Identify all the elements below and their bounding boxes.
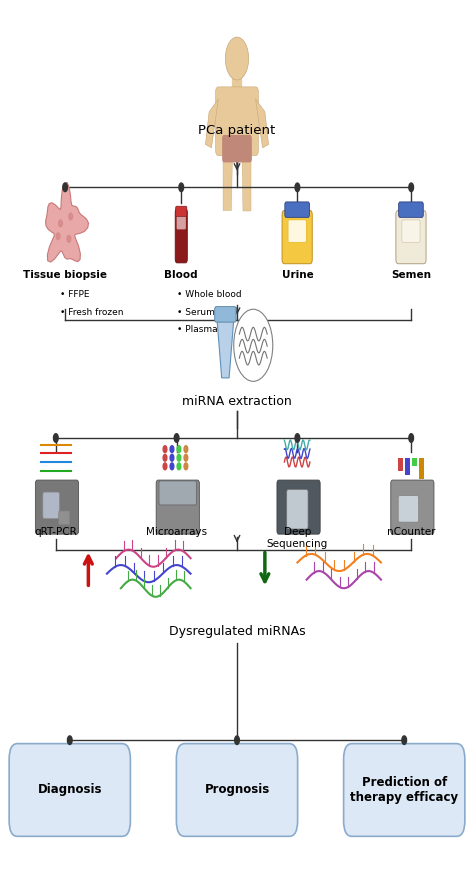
- Text: Prediction of
therapy efficacy: Prediction of therapy efficacy: [350, 776, 458, 804]
- Circle shape: [56, 233, 60, 240]
- Circle shape: [295, 434, 300, 442]
- Circle shape: [170, 455, 174, 461]
- Circle shape: [225, 37, 248, 80]
- FancyBboxPatch shape: [176, 744, 298, 837]
- Circle shape: [170, 446, 174, 453]
- Circle shape: [54, 434, 58, 442]
- FancyBboxPatch shape: [59, 511, 70, 525]
- Circle shape: [235, 736, 239, 745]
- FancyBboxPatch shape: [156, 480, 200, 534]
- FancyBboxPatch shape: [344, 744, 465, 837]
- FancyBboxPatch shape: [215, 307, 236, 322]
- FancyBboxPatch shape: [9, 744, 130, 837]
- FancyBboxPatch shape: [396, 210, 426, 264]
- Circle shape: [63, 183, 67, 192]
- FancyBboxPatch shape: [43, 492, 60, 519]
- FancyBboxPatch shape: [175, 208, 187, 263]
- Polygon shape: [46, 182, 89, 262]
- Circle shape: [163, 455, 167, 461]
- FancyBboxPatch shape: [287, 490, 308, 529]
- Circle shape: [177, 455, 181, 461]
- Text: Prognosis: Prognosis: [204, 783, 270, 796]
- Text: • Serum: • Serum: [177, 307, 215, 316]
- Polygon shape: [242, 159, 251, 210]
- Text: • FFPE: • FFPE: [61, 290, 90, 300]
- Text: PCa patient: PCa patient: [199, 124, 275, 138]
- FancyBboxPatch shape: [402, 220, 420, 243]
- Polygon shape: [217, 320, 234, 378]
- Text: Blood: Blood: [164, 270, 198, 279]
- FancyBboxPatch shape: [177, 213, 186, 230]
- Text: Deep
Sequencing: Deep Sequencing: [267, 527, 328, 549]
- FancyBboxPatch shape: [159, 481, 197, 505]
- Circle shape: [184, 463, 188, 470]
- Circle shape: [163, 463, 167, 470]
- Polygon shape: [255, 99, 269, 148]
- Circle shape: [177, 446, 181, 453]
- Text: • Fresh frozen: • Fresh frozen: [61, 307, 124, 316]
- FancyBboxPatch shape: [399, 202, 423, 217]
- Circle shape: [295, 183, 300, 192]
- FancyBboxPatch shape: [391, 480, 434, 534]
- Polygon shape: [223, 159, 232, 210]
- Circle shape: [170, 463, 174, 470]
- FancyBboxPatch shape: [36, 480, 79, 534]
- Circle shape: [409, 183, 413, 192]
- Circle shape: [67, 736, 72, 745]
- FancyBboxPatch shape: [222, 135, 252, 162]
- Circle shape: [69, 213, 73, 220]
- Text: nCounter: nCounter: [387, 527, 436, 537]
- Text: Diagnosis: Diagnosis: [37, 783, 102, 796]
- FancyBboxPatch shape: [398, 496, 419, 522]
- Text: Tissue biopsie: Tissue biopsie: [23, 270, 107, 279]
- Text: • Plasma: • Plasma: [177, 325, 217, 334]
- Text: Urine: Urine: [282, 270, 313, 279]
- FancyBboxPatch shape: [405, 458, 410, 475]
- Circle shape: [179, 183, 183, 192]
- Text: Dysregulated miRNAs: Dysregulated miRNAs: [169, 625, 305, 638]
- Circle shape: [177, 463, 181, 470]
- Circle shape: [184, 446, 188, 453]
- FancyBboxPatch shape: [176, 206, 187, 216]
- Text: qRT-PCR: qRT-PCR: [35, 527, 77, 537]
- FancyBboxPatch shape: [419, 458, 424, 479]
- Circle shape: [67, 236, 71, 243]
- FancyBboxPatch shape: [398, 458, 403, 470]
- Circle shape: [59, 220, 63, 227]
- Text: miRNA extraction: miRNA extraction: [182, 394, 292, 407]
- FancyBboxPatch shape: [232, 76, 242, 99]
- Circle shape: [163, 446, 167, 453]
- Circle shape: [184, 455, 188, 461]
- Circle shape: [409, 434, 413, 442]
- FancyBboxPatch shape: [412, 458, 417, 466]
- FancyBboxPatch shape: [288, 220, 306, 243]
- Text: Microarrays: Microarrays: [146, 527, 207, 537]
- Text: • Whole blood: • Whole blood: [177, 290, 241, 300]
- FancyBboxPatch shape: [285, 202, 310, 217]
- Text: Semen: Semen: [391, 270, 431, 279]
- FancyBboxPatch shape: [282, 210, 312, 264]
- FancyBboxPatch shape: [216, 87, 258, 156]
- Polygon shape: [205, 99, 219, 148]
- Circle shape: [174, 434, 179, 442]
- FancyBboxPatch shape: [277, 480, 320, 534]
- Circle shape: [402, 736, 407, 745]
- Circle shape: [234, 309, 273, 381]
